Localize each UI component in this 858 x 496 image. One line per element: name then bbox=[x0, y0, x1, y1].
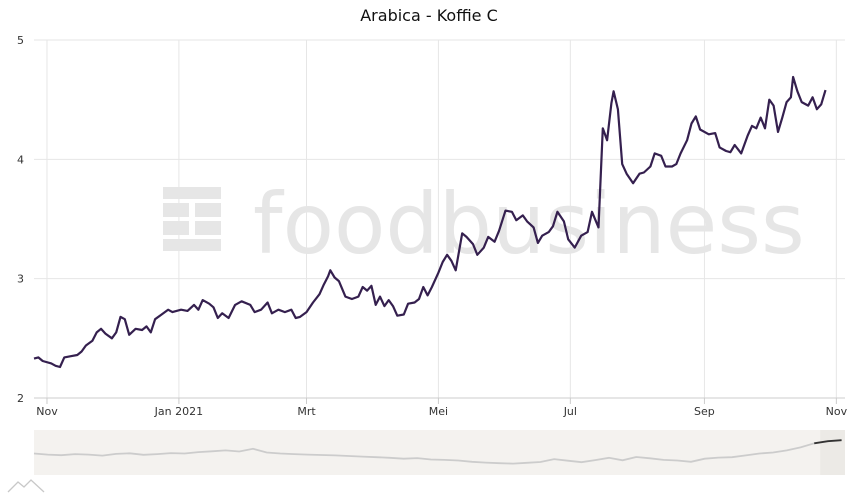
navigator-background bbox=[34, 430, 845, 475]
x-axis-ticks: Nov Jan 2021 Mrt Mei Jul Sep Nov bbox=[36, 405, 847, 418]
x-tick-label: Mrt bbox=[297, 405, 316, 418]
navigator-line bbox=[33, 442, 815, 465]
y-axis-ticks: 2 3 4 5 bbox=[17, 34, 24, 405]
navigator-selected-range[interactable] bbox=[820, 430, 845, 475]
x-tick-label: Nov bbox=[826, 405, 848, 418]
x-tick-label: Sep bbox=[694, 405, 715, 418]
chart-title: Arabica - Koffie C bbox=[360, 6, 498, 25]
watermark: foodbusiness bbox=[163, 175, 805, 273]
x-tick-label: Mei bbox=[429, 405, 448, 418]
watermark-logo-icon bbox=[163, 187, 221, 251]
mountain-logo-icon bbox=[7, 479, 45, 493]
x-tick-label: Nov bbox=[36, 405, 58, 418]
x-tick-label: Jan 2021 bbox=[154, 405, 203, 418]
navigator-selected-line bbox=[814, 439, 842, 445]
x-tick-label: Jul bbox=[563, 405, 577, 418]
y-tick-label: 5 bbox=[17, 34, 24, 47]
y-tick-label: 2 bbox=[17, 392, 24, 405]
series-line bbox=[33, 75, 827, 369]
navigator[interactable] bbox=[33, 430, 845, 475]
y-tick-label: 3 bbox=[17, 273, 24, 286]
y-tick-label: 4 bbox=[17, 153, 24, 166]
